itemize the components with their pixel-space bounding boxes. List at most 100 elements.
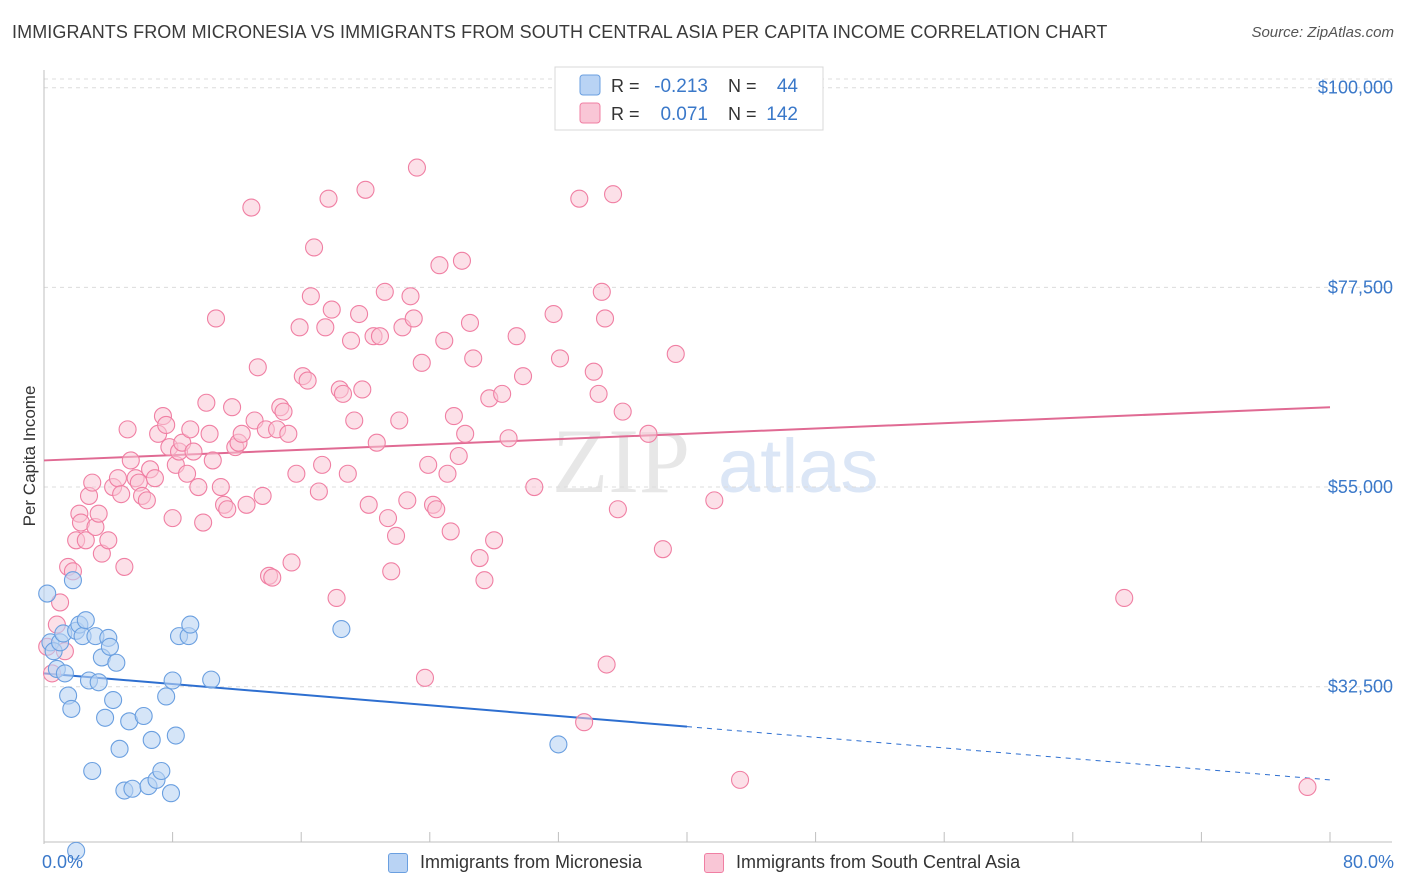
data-point-south-central-asia [359, 495, 378, 514]
legend-r-label-2: R = [611, 104, 640, 124]
data-point-south-central-asia [89, 504, 108, 523]
data-point-south-central-asia [290, 318, 309, 337]
data-point-south-central-asia [597, 655, 616, 674]
data-point-south-central-asia [237, 495, 256, 514]
data-point-south-central-asia [386, 526, 406, 545]
data-point-south-central-asia [316, 318, 335, 337]
y-tick-label: $100,000 [1318, 78, 1393, 98]
data-point-micronesia [107, 653, 126, 672]
legend-r-label-1: R = [611, 76, 640, 96]
data-point-south-central-asia [430, 256, 449, 275]
y-tick-label: $77,500 [1328, 277, 1393, 297]
data-point-south-central-asia [356, 180, 375, 199]
data-point-south-central-asia [499, 429, 518, 448]
data-point-south-central-asia [353, 380, 372, 399]
data-point-micronesia [83, 761, 102, 781]
trend-line-micronesia-extension [686, 726, 1331, 781]
data-point-micronesia [134, 706, 153, 726]
data-point-south-central-asia [112, 485, 131, 504]
legend-r-value-2: 0.071 [660, 104, 708, 125]
data-point-south-central-asia [485, 531, 504, 550]
data-point-south-central-asia [407, 158, 426, 177]
data-point-micronesia [104, 690, 123, 710]
data-point-south-central-asia [370, 327, 390, 346]
source-label: Source: ZipAtlas.com [1251, 24, 1394, 41]
data-point-south-central-asia [137, 491, 156, 510]
axes [43, 70, 1392, 844]
data-point-south-central-asia [83, 473, 102, 492]
legend-item-micronesia: Immigrants from Micronesia [388, 852, 642, 873]
data-point-micronesia [110, 739, 129, 758]
data-point-south-central-asia [570, 189, 589, 208]
data-point-south-central-asia [375, 282, 394, 301]
data-point-south-central-asia [456, 424, 475, 443]
data-point-south-central-asia [550, 349, 570, 368]
watermark-atlas: atlas [718, 424, 879, 509]
data-point-south-central-asia [322, 300, 341, 319]
data-point-south-central-asia [309, 482, 328, 501]
data-point-south-central-asia [412, 353, 431, 372]
data-point-south-central-asia [345, 411, 364, 430]
data-point-south-central-asia [653, 540, 672, 559]
data-point-south-central-asia [401, 287, 420, 306]
data-point-south-central-asia [382, 562, 401, 581]
data-point-south-central-asia [435, 331, 454, 350]
data-point-micronesia [67, 841, 86, 860]
legend-r-value-1: -0.213 [654, 76, 708, 97]
data-point-south-central-asia [613, 402, 632, 421]
data-point-micronesia [123, 779, 142, 798]
data-point-south-central-asia [200, 424, 219, 443]
data-point-south-central-asia [464, 349, 483, 368]
legend-swatch-blue [579, 74, 601, 96]
data-point-south-central-asia [197, 393, 216, 412]
data-point-south-central-asia [145, 469, 164, 488]
data-point-south-central-asia [390, 411, 409, 430]
data-point-south-central-asia [608, 500, 627, 519]
data-point-micronesia [163, 671, 182, 690]
data-point-south-central-asia [287, 464, 306, 483]
data-point-south-central-asia [1115, 588, 1134, 608]
legend-item-south-central-asia: Immigrants from South Central Asia [704, 852, 1020, 873]
data-point-south-central-asia [604, 185, 623, 204]
grid-lines [44, 78, 1392, 688]
data-point-micronesia [142, 730, 161, 750]
data-point-south-central-asia [189, 478, 208, 497]
data-point-south-central-asia [99, 531, 118, 550]
data-point-south-central-asia [441, 522, 460, 541]
data-point-micronesia [332, 619, 351, 639]
data-point-south-central-asia [282, 553, 301, 572]
data-point-south-central-asia [404, 309, 423, 328]
data-point-micronesia [202, 670, 221, 689]
x-tick-label-min: 0.0% [42, 852, 84, 872]
data-point-south-central-asia [51, 593, 70, 612]
data-point-south-central-asia [108, 469, 127, 488]
data-point-south-central-asia [350, 304, 369, 324]
data-point-micronesia [89, 673, 108, 692]
data-point-south-central-asia [279, 424, 298, 443]
data-point-micronesia [181, 615, 200, 634]
data-point-south-central-asia [378, 509, 398, 528]
legend-n-label-1: N = [728, 76, 757, 96]
data-point-south-central-asia [398, 491, 417, 510]
trend-line-south-central-asia [43, 406, 1331, 462]
data-point-south-central-asia [460, 313, 480, 332]
data-point-south-central-asia [333, 384, 353, 403]
data-point-south-central-asia [263, 568, 282, 587]
data-point-south-central-asia [274, 402, 293, 421]
data-point-south-central-asia [298, 371, 317, 390]
data-point-south-central-asia [470, 548, 489, 568]
data-point-south-central-asia [449, 446, 468, 466]
data-point-south-central-asia [513, 367, 533, 386]
data-point-micronesia [55, 664, 74, 683]
data-point-south-central-asia [639, 424, 658, 443]
watermark: ZIP atlas [552, 410, 879, 512]
data-point-south-central-asia [592, 282, 611, 301]
data-point-south-central-asia [327, 588, 346, 608]
data-point-south-central-asia [507, 327, 526, 346]
legend-bottom: Immigrants from Micronesia Immigrants fr… [0, 850, 1406, 880]
data-point-south-central-asia [211, 478, 230, 497]
data-point-micronesia [100, 637, 119, 656]
data-point-south-central-asia [1298, 777, 1317, 797]
data-point-south-central-asia [115, 557, 134, 576]
